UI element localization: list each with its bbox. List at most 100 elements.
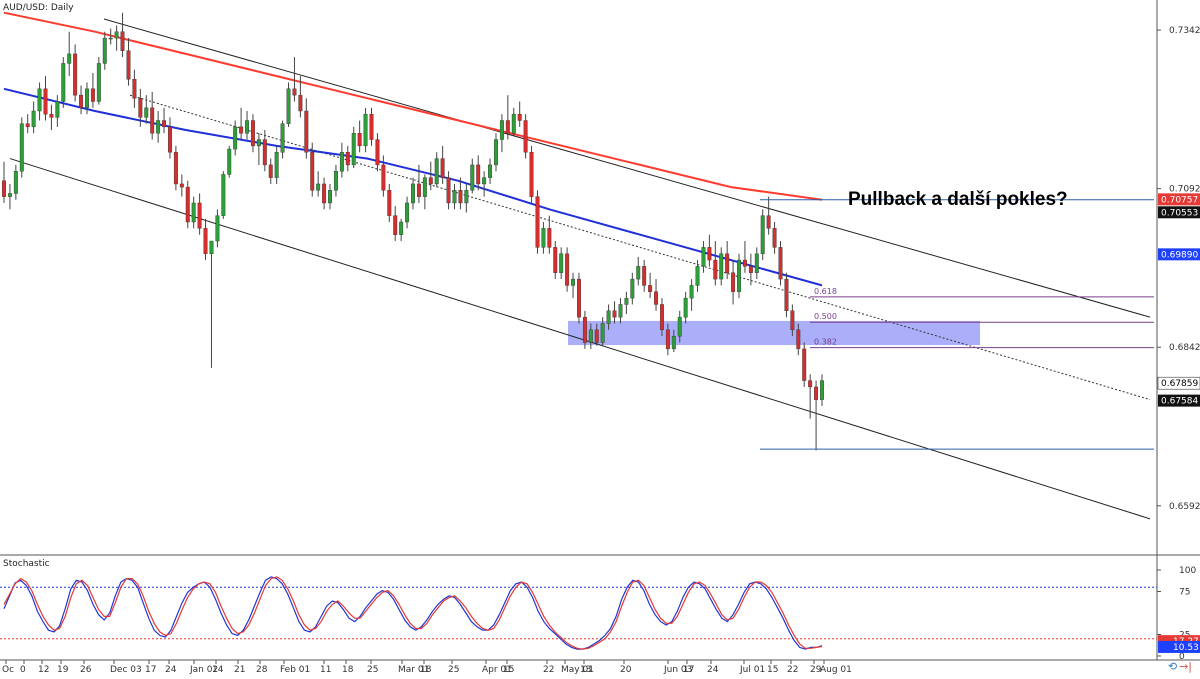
candle [322, 183, 327, 204]
candle [316, 183, 321, 191]
candle [428, 177, 433, 185]
candle [748, 266, 753, 273]
candle [375, 139, 380, 166]
candle [55, 101, 60, 118]
time-tick-label: 25 [367, 665, 378, 675]
time-tick-label: 18 [420, 665, 432, 675]
candle [511, 113, 516, 134]
candle [488, 164, 493, 178]
candle [790, 310, 795, 331]
support-resistance-zone [568, 320, 980, 346]
candle [630, 278, 635, 299]
candle [345, 152, 350, 166]
price-tick-label: 0.68426 [1169, 343, 1200, 353]
price-tick-label: 0.70926 [1169, 185, 1200, 195]
ma-red-line [3, 11, 823, 201]
candle [582, 316, 587, 343]
candle [434, 158, 439, 185]
candle [802, 348, 807, 381]
candle [695, 266, 700, 286]
candle [328, 190, 332, 204]
stochastic-value-label: 10.53 [1173, 643, 1199, 653]
candle [108, 37, 113, 40]
time-tick-label: Feb 01 [280, 665, 310, 675]
candle [304, 110, 309, 153]
candle [73, 53, 78, 96]
candle [280, 123, 285, 153]
candle [778, 247, 783, 280]
chart-tools[interactable]: ⟲ →| [1166, 660, 1192, 673]
candle [310, 152, 315, 191]
candle [256, 139, 261, 147]
candle [144, 107, 149, 118]
candle [808, 380, 813, 388]
candle [784, 278, 789, 312]
price-tag [1158, 193, 1200, 206]
time-tick-label: Jan 02 [189, 665, 218, 675]
time-tick-label: 17 [683, 665, 694, 675]
candle [529, 152, 534, 197]
candle [494, 139, 498, 166]
candle [43, 88, 48, 115]
candle [191, 202, 196, 223]
time-tick-label: 20 [620, 665, 632, 675]
candle [37, 88, 42, 112]
candle [339, 152, 344, 172]
candle [126, 50, 131, 80]
candle [173, 152, 178, 185]
candle [671, 335, 676, 350]
stochastic-title: Stochastic [3, 559, 50, 569]
candle [120, 31, 125, 51]
candle [559, 253, 564, 273]
jump-forward-icon[interactable]: →| [1179, 660, 1192, 673]
stochastic-tick-label: 0 [1179, 652, 1185, 662]
candle [814, 386, 819, 400]
candle [19, 123, 24, 172]
price-tags-layer: 0.70757 0.70553 0.69890 0.67859 0.67584 [1157, 193, 1200, 407]
candle [446, 177, 451, 204]
candle [547, 228, 552, 248]
candle [707, 247, 712, 261]
stochastic-layer: 1007525017.2710.53 [0, 566, 1200, 662]
candle [2, 180, 6, 197]
candle [399, 221, 404, 235]
time-tick-label: 15 [767, 665, 778, 675]
time-tick-label: 28 [256, 665, 268, 675]
time-tick-label: 22 [787, 665, 798, 675]
candle [648, 285, 653, 292]
candle [162, 120, 167, 128]
candle [659, 304, 664, 331]
time-tick-label: Mar 01 [398, 665, 429, 675]
candle [571, 278, 576, 286]
candle [114, 31, 119, 39]
candle [215, 215, 220, 242]
sync-icon[interactable]: ⟲ [1167, 660, 1178, 673]
candle [227, 148, 232, 175]
upper-channel-line [103, 18, 1151, 318]
time-tick-label: 19 [57, 665, 69, 675]
candle [150, 107, 155, 134]
candle [67, 53, 72, 64]
candle [286, 88, 291, 124]
time-tick-label: 22 [543, 665, 554, 675]
time-tick-label: Oc [2, 665, 14, 675]
candle [96, 63, 101, 102]
candle [245, 120, 249, 134]
candle [268, 164, 273, 178]
candle [292, 88, 297, 96]
candle [553, 247, 558, 273]
candle [405, 202, 410, 223]
candle [654, 291, 658, 305]
time-tick-label: 17 [145, 665, 156, 675]
candle [713, 259, 718, 280]
candle [600, 323, 605, 343]
price-tag [1158, 394, 1200, 407]
candle [239, 126, 244, 134]
time-tick-label: 24 [165, 665, 177, 675]
candle [624, 297, 629, 305]
price-tick-label: 0.65926 [1169, 502, 1200, 512]
candle [102, 37, 107, 64]
candle [351, 132, 356, 166]
